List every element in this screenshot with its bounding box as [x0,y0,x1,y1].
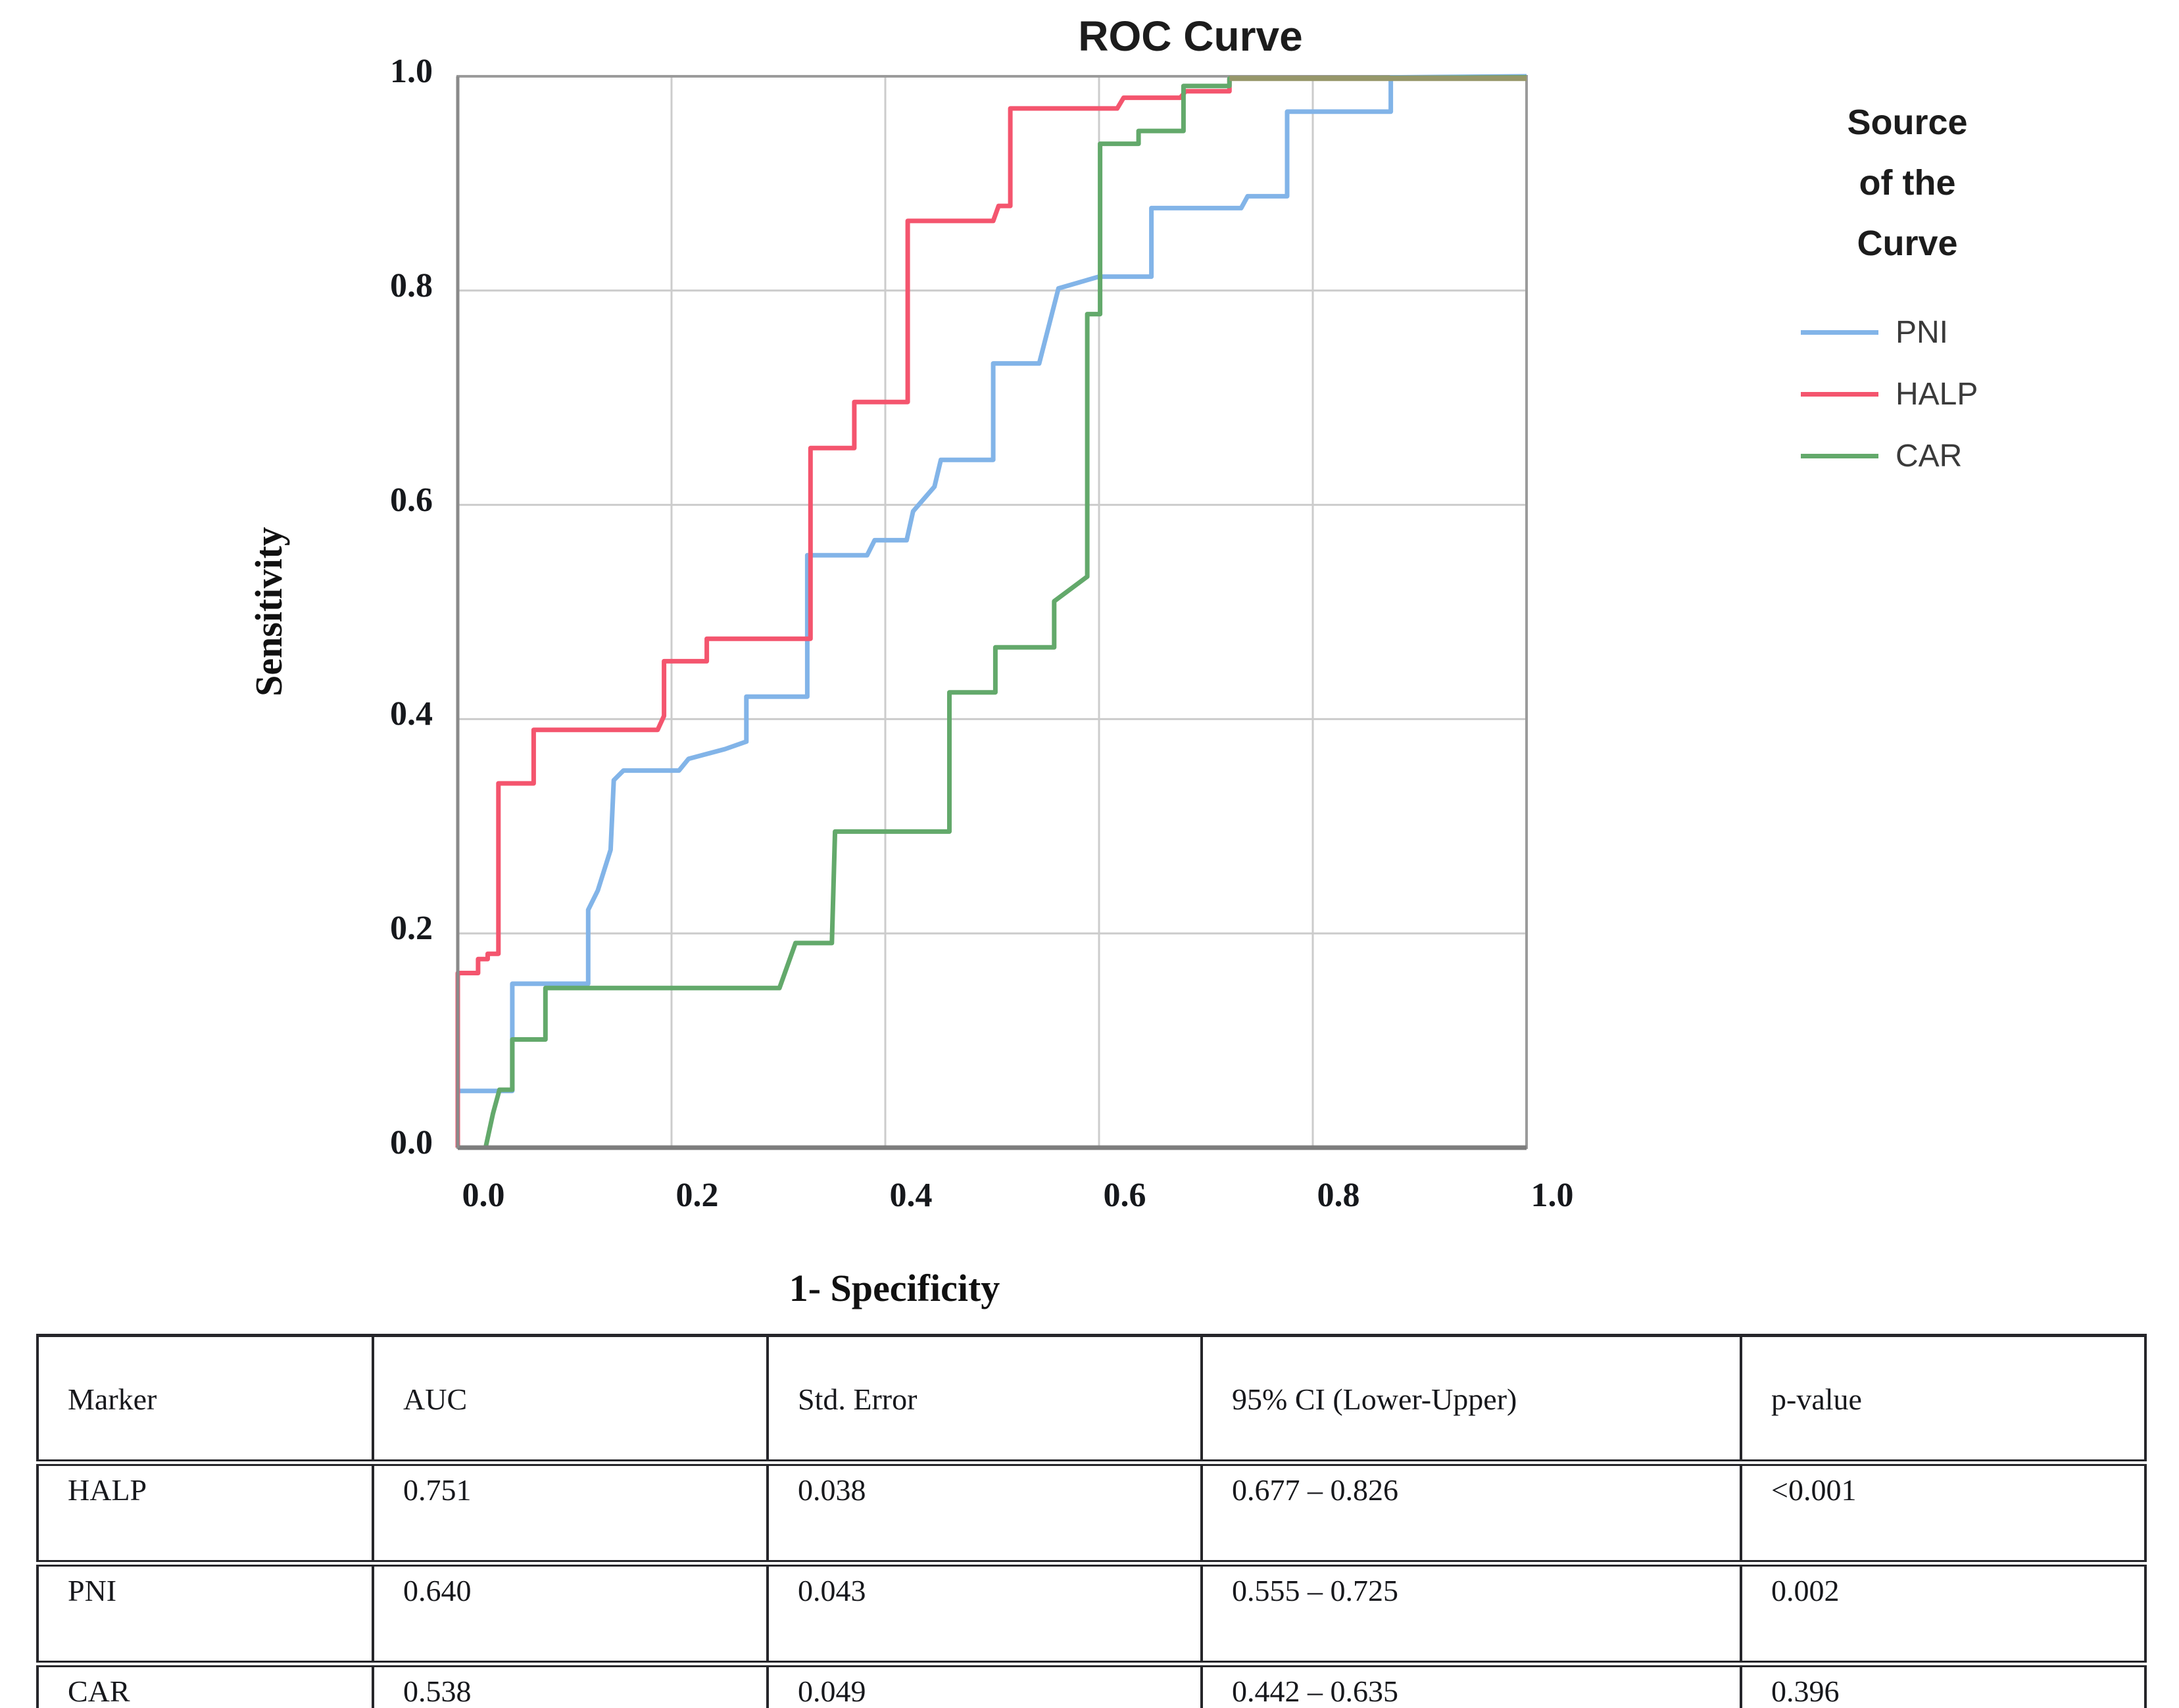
table-column-header: Marker [36,1334,374,1466]
legend-label: PNI [1896,314,1949,350]
y-axis-label: Sensitivity [247,527,290,696]
table-cell: 0.751 [372,1463,769,1563]
x-tick-label: 0.8 [1317,1177,1360,1214]
table-row-pni: PNI 0.640 0.043 0.555 – 0.725 0.002 [36,1560,2147,1664]
legend-label: HALP [1896,376,1978,412]
table-cell: 0.538 [372,1661,769,1708]
table-cell: 0.677 – 0.826 [1200,1463,1742,1563]
legend-title-line: of the [1859,163,1956,203]
table-row-halp: HALP 0.751 0.038 0.677 – 0.826 <0.001 [36,1463,2147,1563]
y-tick-label: 0.8 [390,266,433,305]
table-cell: CAR [36,1661,374,1708]
legend-title: Source of the Curve [1776,92,2039,274]
y-tick-label: 1.0 [390,53,433,90]
table-cell: <0.001 [1740,1463,2147,1563]
x-tick-label: 1.0 [1530,1177,1574,1214]
legend-title-line: Curve [1857,224,1958,263]
table-cell: PNI [36,1560,374,1664]
legend-items: PNI HALP CAR [1776,301,2144,487]
table-cell: 0.442 – 0.635 [1200,1661,1742,1708]
y-tick-label: 0.2 [390,910,433,948]
y-tick-label: 0.0 [390,1124,433,1161]
legend-line-swatch [1801,391,1878,397]
x-axis-label: 1- Specificity [789,1267,1000,1309]
y-tick-label: 0.6 [390,481,433,519]
table-column-header: 95% CI (Lower-Upper) [1200,1334,1742,1466]
legend-item-car: CAR [1776,425,2144,487]
roc-plot [455,74,1528,1150]
auc-stats-table: Marker AUC Std. Error 95% CI (Lower-Upper) p… [36,1334,2147,1708]
x-tick-label: 0.4 [889,1177,933,1214]
table-cell: 0.038 [766,1463,1203,1563]
legend-title-line: Source [1847,103,1968,142]
table-column-header: AUC [372,1334,769,1466]
table-cell: 0.049 [766,1661,1203,1708]
roc-curve-halp [455,75,1527,1148]
legend: Source of the Curve PNI HALP CAR [1776,92,2144,487]
chart-title: ROC Curve [1078,12,1303,60]
legend-label: CAR [1896,438,1963,474]
roc-curve-car [458,75,1527,1150]
x-tick-label: 0.0 [462,1177,505,1214]
table-column-header: p-value [1740,1334,2147,1466]
roc-curve-pni [455,74,1527,1148]
table-cell: 0.640 [372,1560,769,1664]
table-cell: 0.043 [766,1560,1203,1664]
legend-item-halp: HALP [1776,363,2144,425]
table-row-car: CAR 0.538 0.049 0.442 – 0.635 0.396 [36,1661,2147,1708]
x-tick-label: 0.2 [675,1177,719,1214]
y-tick-label: 0.4 [390,695,433,733]
table-header-row: Marker AUC Std. Error 95% CI (Lower-Upper) p… [36,1334,2147,1466]
table-cell: 0.002 [1740,1560,2147,1664]
table-cell: 0.396 [1740,1661,2147,1708]
table-cell: 0.555 – 0.725 [1200,1560,1742,1664]
legend-line-swatch [1801,453,1878,458]
legend-item-pni: PNI [1776,301,2144,363]
table-column-header: Std. Error [766,1334,1203,1466]
legend-line-swatch [1801,329,1878,335]
table-cell: HALP [36,1463,374,1563]
x-tick-label: 0.6 [1103,1177,1146,1214]
